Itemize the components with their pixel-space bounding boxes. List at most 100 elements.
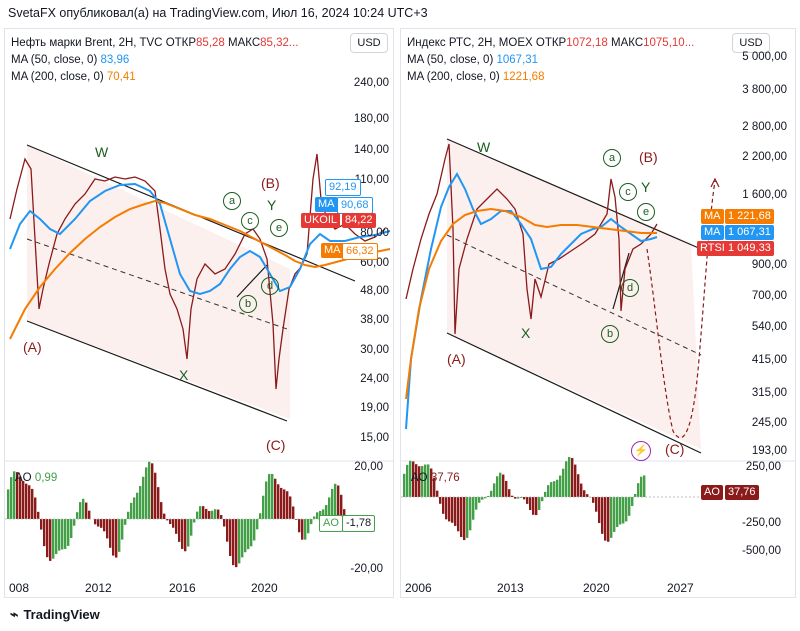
left-chart-canvas[interactable] xyxy=(5,29,394,598)
ao-bar xyxy=(595,497,598,512)
ao-bar xyxy=(637,483,640,497)
ao-bar xyxy=(451,497,454,523)
right-symbol-tag: RTSI xyxy=(697,241,728,256)
right-high-label: МАКС xyxy=(611,37,644,49)
right-wave-a: a xyxy=(603,149,621,167)
ao-bar xyxy=(172,519,175,528)
lightning-icon[interactable]: ⚡ xyxy=(631,441,651,461)
left-wave-A: (A) xyxy=(23,339,42,355)
left-axis-label: 48,00 xyxy=(360,285,389,297)
ao-bar xyxy=(460,497,463,538)
ao-bar xyxy=(244,519,247,553)
ao-bar xyxy=(511,495,514,497)
ao-bar xyxy=(229,519,232,556)
right-symbol-title: Индекс РТС, 2H, MOEX xyxy=(407,37,533,49)
ao-bar xyxy=(211,510,214,519)
left-time-label: 2016 xyxy=(169,581,196,595)
ao-bar xyxy=(148,461,151,519)
ao-bar xyxy=(76,512,79,519)
ao-bar xyxy=(571,458,574,497)
ao-bar xyxy=(574,464,577,497)
right-price-axis[interactable]: 5 000,00 3 800,00 2 800,00 2 200,00 1 60… xyxy=(717,29,787,461)
ao-bar xyxy=(295,519,298,520)
right-symbol-price-tag: 1 049,33 xyxy=(725,241,774,256)
ao-bar xyxy=(613,497,616,532)
right-wave-W: W xyxy=(477,139,491,155)
right-ma200-line xyxy=(405,207,657,400)
ao-bar xyxy=(520,497,523,498)
left-ma50-label[interactable]: MA (50, close, 0) xyxy=(11,54,98,66)
ao-bar xyxy=(253,519,256,541)
right-ma-tag-orange-value: 1 221,68 xyxy=(725,209,774,224)
ao-bar xyxy=(151,463,154,519)
right-time-label: 2006 xyxy=(405,581,432,595)
ao-bar xyxy=(73,519,76,526)
ao-bar xyxy=(16,472,19,519)
right-axis-label: 2 200,00 xyxy=(742,151,787,163)
left-symbol-title: Нефть марки Brent, 2H, TVC xyxy=(11,37,163,49)
ao-bar xyxy=(430,468,433,497)
ao-bar xyxy=(439,497,442,504)
ao-bar xyxy=(52,519,55,559)
left-ma-tag-mid-label: MA xyxy=(315,197,338,212)
right-high-value: 1075,10... xyxy=(643,37,695,49)
right-wave-C: (C) xyxy=(665,441,685,457)
ao-bar xyxy=(199,506,202,519)
ao-bar xyxy=(532,497,535,515)
ao-bar xyxy=(448,497,451,522)
ao-bar xyxy=(409,460,412,497)
ao-bar xyxy=(163,513,166,519)
ao-bar xyxy=(193,519,196,523)
ao-bar xyxy=(541,497,544,502)
ao-bar xyxy=(466,497,469,538)
right-chart-panel[interactable]: Индекс РТС, 2H, MOEX ОТКР1072,18 МАКС107… xyxy=(400,28,796,598)
ao-bar xyxy=(526,497,529,504)
ao-bar xyxy=(103,519,106,532)
left-ma200-label[interactable]: MA (200, close, 0) xyxy=(11,71,104,83)
left-axis-label: 240,00 xyxy=(353,77,389,89)
left-chart-panel[interactable]: Нефть марки Brent, 2H, TVC ОТКР85,28 МАК… xyxy=(4,28,394,598)
ao-bar xyxy=(547,485,550,497)
ao-bar xyxy=(565,461,568,497)
right-ma200-label[interactable]: MA (200, close, 0) xyxy=(407,71,500,83)
tradingview-brand[interactable]: ⌁ TradingView xyxy=(10,606,100,623)
left-currency-button[interactable]: USD xyxy=(350,33,388,53)
ao-bar xyxy=(37,511,40,519)
right-ao-tag-value: 37,76 xyxy=(725,485,759,500)
ao-bar xyxy=(529,497,532,511)
ao-bar xyxy=(85,502,88,519)
ao-bar xyxy=(88,510,91,519)
left-ma-tag-mid-value: 90,68 xyxy=(337,197,373,214)
ao-bar xyxy=(130,502,133,519)
ao-bar xyxy=(478,497,481,503)
ao-bar xyxy=(124,519,127,525)
left-wave-Y: Y xyxy=(267,197,277,213)
ao-bar xyxy=(514,497,517,499)
right-ma-tag-orange-label: MA xyxy=(701,209,724,224)
ao-bar xyxy=(112,519,115,556)
right-currency-button[interactable]: USD xyxy=(732,33,770,53)
left-price-axis[interactable]: 240,00 180,00 140,00 110,00 80,00 60,00 … xyxy=(337,29,389,461)
right-ma50-label[interactable]: MA (50, close, 0) xyxy=(407,54,494,66)
ao-bar xyxy=(97,519,100,527)
right-wave-A: (A) xyxy=(447,351,466,367)
left-time-axis[interactable]: 008 2012 2016 2020 xyxy=(5,579,393,597)
ao-bar xyxy=(481,497,484,500)
ao-bar xyxy=(235,519,238,568)
ao-bar xyxy=(427,464,430,497)
ao-bar xyxy=(28,485,31,519)
left-wave-b: b xyxy=(239,295,257,313)
left-axis-label: 19,00 xyxy=(360,402,389,414)
right-axis-label: 1 600,00 xyxy=(742,189,787,201)
right-time-axis[interactable]: 2006 2013 2020 2027 xyxy=(401,579,795,597)
right-ao-tag-label: AO xyxy=(701,485,723,500)
right-axis-label: 3 800,00 xyxy=(742,84,787,96)
ao-bar xyxy=(250,519,253,547)
ao-bar xyxy=(145,467,148,519)
ao-bar xyxy=(205,508,208,519)
left-wave-W: W xyxy=(95,144,109,160)
right-open-label: ОТКР xyxy=(535,37,567,49)
left-legend: Нефть марки Brent, 2H, TVC ОТКР85,28 МАК… xyxy=(11,35,299,86)
ao-bar xyxy=(493,483,496,497)
left-axis-label: 140,00 xyxy=(353,144,389,156)
